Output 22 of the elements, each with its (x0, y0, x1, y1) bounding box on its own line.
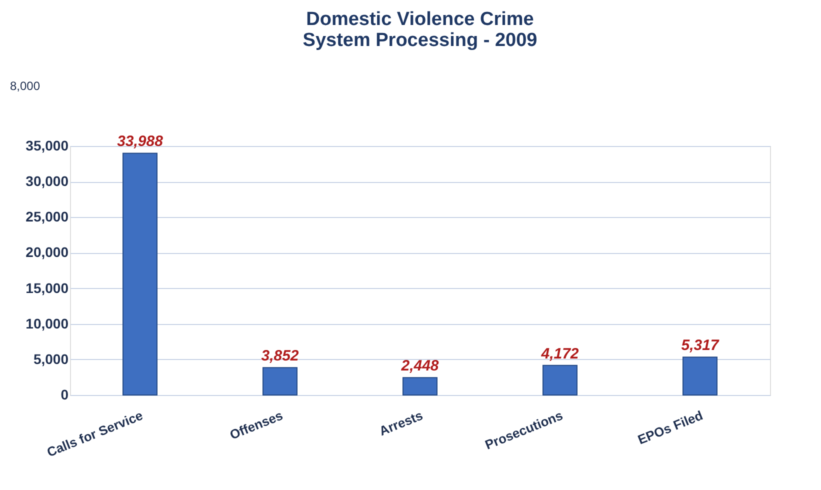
data-label: 3,852 (261, 348, 300, 365)
data-label: 2,448 (400, 358, 440, 375)
y-tick-label: 15,000 (26, 280, 69, 296)
y-tick-label: 20,000 (26, 244, 69, 260)
data-label: 33,988 (117, 133, 164, 150)
text: System Processing - 2009 (302, 30, 538, 51)
data-label: 4,172 (540, 345, 580, 362)
bar (122, 152, 158, 396)
bar (682, 356, 718, 396)
text: 8,000 (10, 79, 40, 93)
bar (402, 377, 438, 396)
data-label: 5,317 (681, 337, 720, 354)
bar (262, 367, 298, 396)
y-tick-label: 10,000 (26, 315, 69, 332)
y-tick-label: 30,000 (26, 173, 69, 190)
y-tick-label: 25,000 (26, 208, 69, 225)
x-tick-label: EPOs Filed (636, 408, 705, 448)
y-tick-label: 35,000 (26, 138, 69, 154)
bar (542, 364, 578, 396)
y-tick-label: 0 (60, 386, 69, 402)
text: Domestic Violence Crime (306, 9, 534, 30)
y-tick-label: 5,000 (33, 350, 69, 367)
